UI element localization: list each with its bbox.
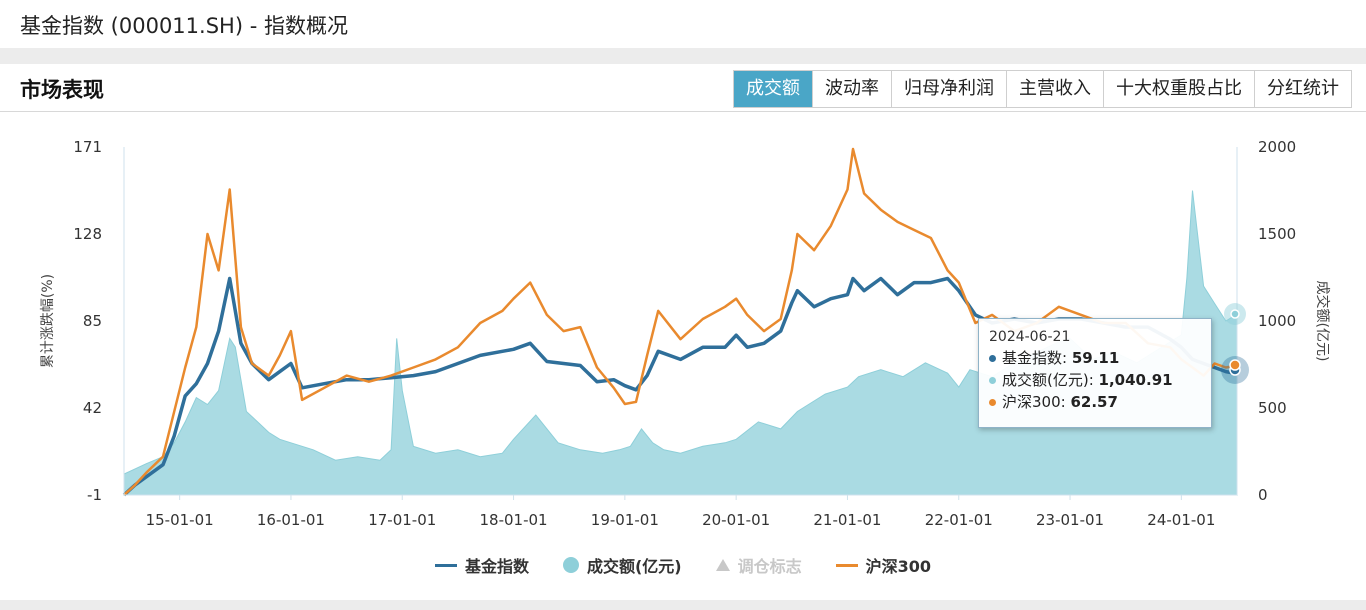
tab-turnover[interactable]: 成交额	[734, 71, 812, 107]
tooltip-dot-hs300	[989, 399, 996, 406]
tab-net-profit[interactable]: 归母净利润	[891, 71, 1006, 107]
x-tick-label: 16-01-01	[257, 511, 325, 529]
tooltip-label-turnover: 成交额(亿元):	[1002, 371, 1094, 389]
y-tick-label-left: 42	[83, 399, 102, 417]
tooltip-dot-turnover	[989, 377, 996, 384]
tab-dividend-stats[interactable]: 分红统计	[1254, 71, 1351, 107]
tooltip-row-turnover: 成交额(亿元): 1,040.91	[989, 369, 1201, 391]
tooltip-row-hs300: 沪深300: 62.57	[989, 391, 1201, 413]
page-title: 基金指数 (000011.SH) - 指数概况	[20, 14, 348, 38]
legend-circle-icon	[562, 557, 579, 573]
x-tick-label: 24-01-01	[1147, 511, 1215, 529]
y-tick-label-left: 85	[83, 312, 102, 330]
legend-label-turnover: 成交额(亿元)	[586, 557, 682, 576]
legend-line-icon	[835, 563, 858, 567]
y-tick-label-left: 171	[73, 138, 102, 156]
x-tick-label: 15-01-01	[146, 511, 214, 529]
y-tick-label-right: 500	[1258, 399, 1287, 417]
legend-label-hs300: 沪深300	[865, 557, 932, 576]
tab-main-revenue[interactable]: 主营收入	[1006, 71, 1103, 107]
tab-top10-weight[interactable]: 十大权重股占比	[1103, 71, 1254, 107]
metric-tabs: 成交额 波动率 归母净利润 主营收入 十大权重股占比 分红统计	[733, 70, 1352, 108]
chart-legend: 基金指数 成交额(亿元) 调仓标志 沪深300	[0, 552, 1366, 578]
legend-turnover[interactable]: 成交额(亿元)	[562, 552, 682, 578]
y-tick-label-right: 1500	[1258, 225, 1296, 243]
legend-line-icon	[434, 563, 457, 567]
tooltip-value-hs300: 62.57	[1070, 393, 1118, 411]
legend-rebalance-flag[interactable]: 调仓标志	[715, 552, 802, 578]
tooltip-label-fund-index: 基金指数:	[1002, 349, 1068, 367]
top-bar: 基金指数 (000011.SH) - 指数概况	[0, 0, 1366, 48]
y-tick-label-left: 128	[73, 225, 102, 243]
section-title: 市场表现	[20, 78, 104, 102]
y-tick-label-right: 1000	[1258, 312, 1296, 330]
x-tick-label: 21-01-01	[813, 511, 881, 529]
legend-label-rebalance-flag: 调仓标志	[737, 557, 802, 576]
legend-label-fund-index: 基金指数	[464, 557, 529, 576]
y-tick-label-right: 2000	[1258, 138, 1296, 156]
x-tick-label: 23-01-01	[1036, 511, 1104, 529]
hover-markers-layer	[1221, 303, 1249, 384]
tooltip-value-fund-index: 59.11	[1071, 349, 1120, 367]
tooltip-label-hs300: 沪深300:	[1002, 393, 1066, 411]
x-tick-label: 19-01-01	[591, 511, 659, 529]
x-tick-label: 17-01-01	[368, 511, 436, 529]
hover-marker-hs300	[1229, 359, 1241, 371]
tooltip-row-fund-index: 基金指数: 59.11	[989, 347, 1201, 369]
tooltip-value-turnover: 1,040.91	[1098, 371, 1173, 389]
legend-fund-index[interactable]: 基金指数	[434, 552, 529, 578]
tooltip-dot-fund-index	[989, 355, 996, 362]
chart-tooltip: 2024-06-21 基金指数: 59.11 成交额(亿元): 1,040.91…	[978, 318, 1212, 428]
legend-hs300[interactable]: 沪深300	[835, 552, 932, 578]
tab-volatility[interactable]: 波动率	[812, 71, 891, 107]
y-tick-label-right: 0	[1258, 486, 1268, 504]
y-axis-title-left: 累计涨跌幅(%)	[40, 274, 56, 368]
y-axis-title-right: 成交额(亿元)	[1314, 281, 1331, 362]
hover-marker-turnover	[1230, 309, 1240, 319]
axes-layer: 171 128 85 42 -1 2000 1500 1000 500 0 15-01-01 16-0…	[40, 138, 1331, 529]
x-tick-label: 22-01-01	[925, 511, 993, 529]
x-tick-label: 20-01-01	[702, 511, 770, 529]
y-tick-label-left: -1	[87, 486, 102, 504]
legend-triangle-icon	[715, 559, 730, 571]
x-tick-label: 18-01-01	[480, 511, 548, 529]
tooltip-date: 2024-06-21	[989, 329, 1071, 345]
card-header: 市场表现 成交额 波动率 归母净利润 主营收入 十大权重股占比 分红统计	[0, 64, 1366, 112]
